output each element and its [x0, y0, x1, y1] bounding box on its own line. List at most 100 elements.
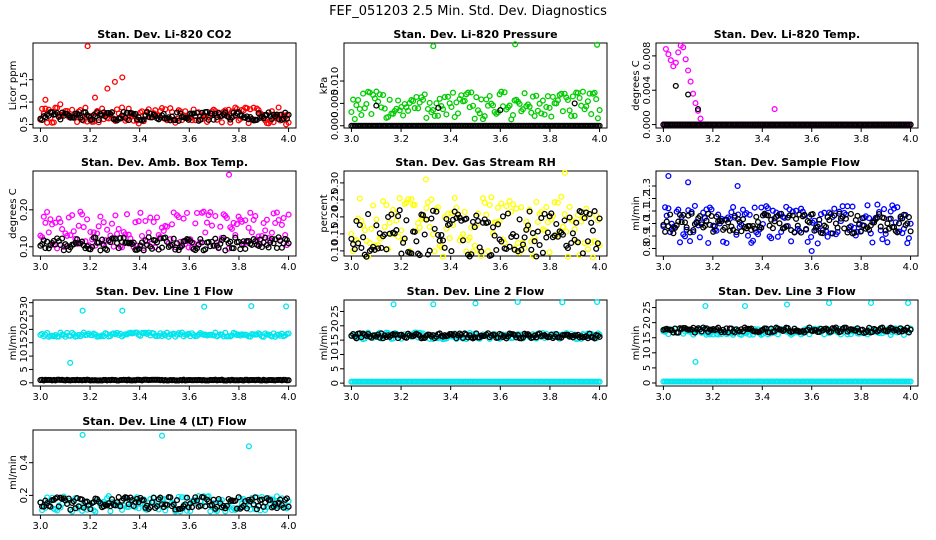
data-point [411, 201, 418, 208]
data-point [584, 246, 591, 253]
data-point [277, 111, 284, 118]
data-point [534, 218, 541, 226]
data-point [223, 214, 230, 222]
data-point [751, 204, 758, 211]
panel-title: Stan. Dev. Line 3 Flow [718, 285, 856, 298]
data-point [107, 508, 114, 515]
y-tick-label: 0.10 [19, 236, 30, 258]
data-point [285, 503, 292, 510]
x-tick-label: 3.8 [231, 392, 247, 403]
y-tick-label: 20 [642, 316, 653, 329]
data-point [444, 93, 452, 100]
data-point [55, 503, 62, 510]
data-point [348, 108, 355, 116]
data-point [395, 233, 402, 240]
data-point [132, 499, 139, 506]
plot-frame [32, 170, 297, 257]
data-point [588, 239, 595, 246]
data-point [158, 244, 166, 251]
data-point [386, 219, 393, 226]
data-point [516, 100, 523, 107]
data-point [47, 503, 54, 510]
data-point [203, 219, 211, 226]
data-point [69, 329, 76, 336]
data-point [866, 215, 873, 222]
data-point [774, 233, 781, 240]
data-point [461, 97, 468, 104]
data-point [419, 212, 427, 219]
data-point [351, 333, 358, 340]
data-point [160, 227, 167, 234]
data-point [496, 218, 503, 225]
data-point [509, 112, 517, 119]
data-point [44, 119, 51, 126]
data-point [248, 303, 255, 310]
y-tick-label: 0.30 [330, 172, 341, 194]
data-point [451, 113, 458, 121]
data-point [554, 97, 561, 104]
data-point [449, 89, 457, 96]
data-point [396, 207, 403, 214]
data-point [591, 208, 598, 215]
data-point [381, 105, 388, 112]
y-tick-label: 30 [19, 296, 30, 309]
data-point [702, 302, 709, 310]
data-point [263, 216, 270, 223]
data-point [45, 245, 52, 252]
data-point [104, 85, 111, 92]
data-point [385, 113, 392, 121]
data-point [102, 237, 109, 244]
data-point [138, 232, 146, 240]
data-point [448, 248, 455, 255]
data-point [252, 494, 259, 501]
data-point [401, 235, 408, 242]
data-point [70, 228, 77, 235]
data-point [705, 239, 712, 247]
data-point [758, 204, 765, 211]
data-point [694, 106, 702, 113]
data-point [499, 213, 507, 220]
data-point [278, 221, 285, 228]
data-point [758, 224, 765, 231]
data-point [243, 105, 250, 112]
data-point [533, 253, 540, 260]
data-point [506, 243, 513, 250]
data-point [142, 217, 149, 225]
x-tick-label: 4.0 [281, 392, 297, 403]
data-point [564, 245, 571, 252]
y-tick-label: 0.000 [642, 110, 653, 139]
data-point [438, 244, 445, 251]
panel-title: Stan. Dev. Li-820 CO2 [97, 28, 232, 41]
y-tick-label: 0.8 [642, 241, 653, 257]
data-point [429, 207, 437, 214]
data-point [415, 105, 422, 112]
data-point [80, 224, 87, 231]
data-point [438, 231, 445, 239]
x-tick-label: 3.0 [343, 262, 359, 273]
data-point [446, 235, 453, 242]
data-point [749, 237, 757, 244]
data-point [538, 214, 545, 222]
panel-title: Stan. Dev. Line 1 Flow [96, 285, 234, 298]
data-point [436, 237, 443, 244]
data-point [711, 223, 718, 230]
data-point [193, 497, 201, 504]
data-point [826, 217, 833, 224]
data-point [789, 208, 796, 215]
data-point [280, 214, 287, 222]
data-point [428, 215, 435, 222]
plot-frame [343, 170, 608, 257]
data-point [423, 114, 430, 121]
data-point [819, 230, 826, 237]
data-point [434, 112, 442, 119]
x-tick-label: 4.0 [281, 134, 297, 145]
data-point [227, 238, 234, 245]
data-point [123, 211, 131, 218]
data-point [422, 176, 429, 183]
data-point [541, 210, 548, 217]
data-point [665, 172, 672, 180]
x-tick-label: 4.0 [903, 392, 919, 403]
data-point [551, 199, 558, 206]
y-tick-label: 10 [330, 348, 341, 361]
data-point [67, 359, 74, 366]
